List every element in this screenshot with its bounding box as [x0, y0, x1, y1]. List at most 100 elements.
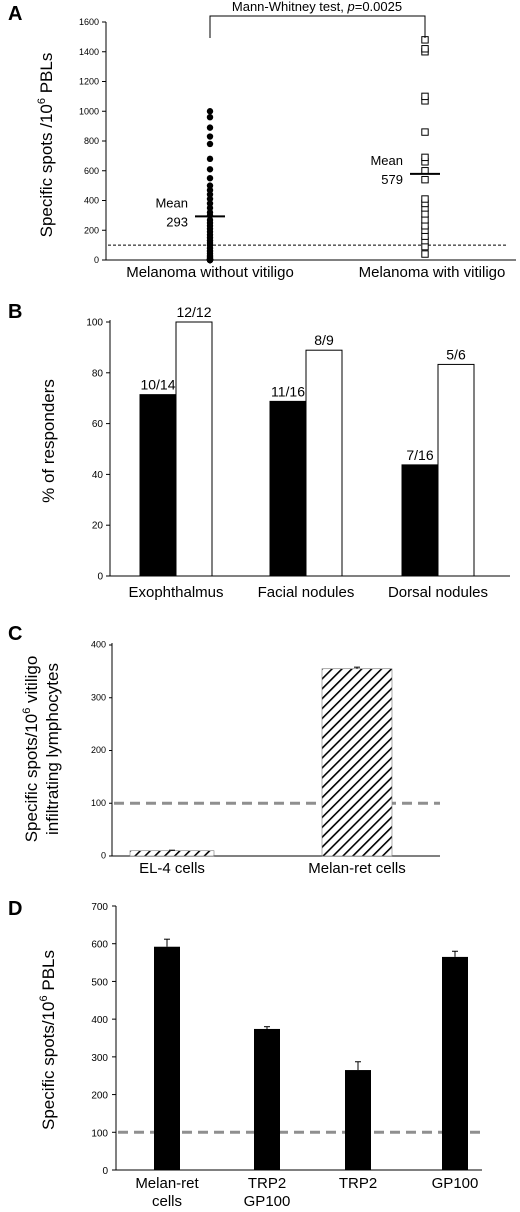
panel-d-x-category-line: TRP2	[248, 1175, 286, 1192]
panel-b-bar-ratio-label: 8/9	[314, 332, 334, 348]
panel-d-x-category-line: Melan-ret	[135, 1175, 199, 1192]
panel-a-y-tick-label: 1000	[79, 106, 99, 116]
panel-b-bar-light	[437, 363, 475, 577]
panel-d-bar	[442, 956, 468, 1170]
panel-b-y-axis-label: % of responders	[39, 379, 58, 503]
panel-c-y-tick-label: 400	[91, 640, 106, 650]
panel-a-mean-label: Mean	[370, 153, 403, 168]
panel-a-scatter-chart: A Specific spots /106 PBLs 0 200 400 600 800…	[8, 0, 516, 281]
panel-a-point-vitiligo	[421, 250, 429, 258]
panel-c-y-tick-label: 300	[91, 692, 106, 702]
panel-a-mean-label: Mean	[155, 195, 188, 210]
panel-b-y-tick-label: 0	[97, 572, 103, 583]
panel-a-point-vitiligo	[421, 232, 429, 240]
panel-a-letter: A	[8, 3, 22, 25]
panel-c-bar	[321, 668, 393, 857]
panel-d-y-tick-label: 300	[91, 1053, 108, 1064]
panel-a-point-vitiligo	[421, 222, 429, 230]
panel-a-point-vitiligo	[421, 210, 429, 218]
panel-c-x-category: EL-4 cells	[139, 860, 205, 877]
panel-a-point-vitiligo	[421, 195, 429, 203]
panel-b-bar-ratio-label: 7/16	[406, 447, 433, 463]
panel-d-y-tick-label: 100	[91, 1128, 108, 1139]
panel-c-bar-chart: C Specific spots/106 vitiligo infiltrati…	[8, 623, 440, 877]
panel-a-y-axis-label: Specific spots /106 PBLs	[36, 53, 56, 238]
panel-d-y-tick-label: 500	[91, 977, 108, 988]
panel-a-point-no-vitiligo	[206, 174, 214, 182]
panel-a-y-tick-label: 1400	[79, 47, 99, 57]
panel-b-bar-light	[175, 321, 213, 577]
panel-a-mean-value: 293	[166, 214, 188, 229]
panel-b-bar-ratio-label: 10/14	[140, 377, 175, 393]
panel-c-y-tick-label: 200	[91, 745, 106, 755]
panel-d-bar	[254, 1028, 280, 1170]
panel-d-bar	[154, 946, 180, 1170]
panel-a-point-no-vitiligo	[206, 108, 214, 115]
panel-a-x-category-1: Melanoma without vitiligo	[126, 264, 294, 281]
panel-a-x-category-2: Melanoma with vitiligo	[359, 264, 506, 281]
panel-c-letter: C	[8, 623, 22, 645]
panel-a-point-no-vitiligo	[206, 140, 214, 148]
panel-a-y-tick-label: 400	[84, 196, 99, 206]
panel-d-x-category-line: TRP2	[339, 1175, 377, 1192]
panel-a-y-tick-label: 0	[94, 255, 99, 265]
panel-d-x-category-line: GP100	[432, 1175, 479, 1192]
panel-d-y-tick-label: 200	[91, 1091, 108, 1102]
panel-b-bar-light	[305, 349, 343, 577]
panel-d-bar-chart: D Specific spots/106 PBLs 0 100 200 300 400 5…	[8, 898, 482, 1210]
panel-a-y-tick-label: 1200	[79, 77, 99, 87]
panel-c-y-axis-label-line2: infiltrating lymphocytes	[43, 663, 62, 835]
panel-b-y-tick-label: 100	[86, 318, 103, 329]
panel-a-point-no-vitiligo	[206, 216, 214, 224]
panel-d-bar	[345, 1070, 371, 1170]
panel-d-y-tick-label: 400	[91, 1015, 108, 1026]
panel-b-bar-chart: B % of responders 0 20 40 60 80 100 10/14 12/1…	[8, 301, 510, 601]
panel-a-y-tick-label: 600	[84, 166, 99, 176]
panel-b-bar-dark	[139, 394, 177, 577]
panel-a-point-no-vitiligo	[206, 182, 214, 189]
panel-a-point-vitiligo	[421, 45, 429, 53]
panel-b-x-category: Exophthalmus	[128, 584, 223, 601]
panel-a-point-vitiligo	[421, 242, 429, 251]
panel-b-bar-ratio-label: 12/12	[176, 304, 211, 320]
panel-a-point-no-vitiligo	[206, 186, 214, 194]
panel-a-point-no-vitiligo	[206, 200, 214, 207]
panel-b-bar-dark	[401, 464, 439, 577]
panel-b-y-tick-label: 40	[92, 470, 104, 481]
panel-c-bar	[129, 850, 215, 857]
panel-a-significance-label: Mann-Whitney test, p=0.0025	[232, 0, 402, 14]
panel-a-point-vitiligo	[421, 128, 429, 136]
panel-a-y-tick-label: 800	[84, 136, 99, 146]
panel-a-y-tick-label: 1600	[79, 17, 99, 27]
panel-a-point-no-vitiligo	[206, 124, 214, 131]
panel-d-x-category-line: GP100	[244, 1193, 291, 1210]
panel-a-point-vitiligo	[421, 92, 429, 101]
panel-a-significance-bracket	[209, 15, 426, 38]
panel-a-y-tick-label: 200	[84, 225, 99, 235]
panel-a-point-no-vitiligo	[206, 209, 214, 216]
panel-c-y-axis-label-line1: Specific spots/106 vitiligo	[21, 656, 41, 843]
panel-a-point-no-vitiligo	[206, 166, 214, 173]
panel-b-x-category: Dorsal nodules	[388, 584, 488, 601]
panel-a-point-no-vitiligo	[206, 155, 214, 163]
panel-a-point-no-vitiligo	[206, 204, 214, 212]
panel-b-bar-ratio-label: 11/16	[271, 383, 305, 399]
panel-d-y-tick-label: 0	[102, 1166, 108, 1177]
panel-a-point-no-vitiligo	[206, 195, 214, 203]
panel-a-mean-value: 579	[381, 172, 403, 187]
panel-a-point-vitiligo	[421, 153, 429, 162]
panel-b-bar-dark	[269, 400, 307, 577]
panel-c-y-tick-label: 0	[101, 851, 106, 861]
panel-d-y-tick-label: 700	[91, 902, 108, 913]
panel-a-point-no-vitiligo	[206, 114, 214, 121]
panel-c-y-tick-label: 100	[91, 798, 106, 808]
panel-a-point-vitiligo	[421, 216, 429, 224]
panel-b-y-tick-label: 80	[92, 368, 104, 379]
panel-c-x-category: Melan-ret cells	[308, 860, 406, 877]
panel-a-point-no-vitiligo	[206, 133, 214, 140]
panel-b-y-tick-label: 20	[92, 521, 104, 532]
panel-d-letter: D	[8, 898, 22, 920]
panel-b-x-category: Facial nodules	[258, 584, 355, 601]
panel-b-y-tick-label: 60	[92, 419, 104, 430]
